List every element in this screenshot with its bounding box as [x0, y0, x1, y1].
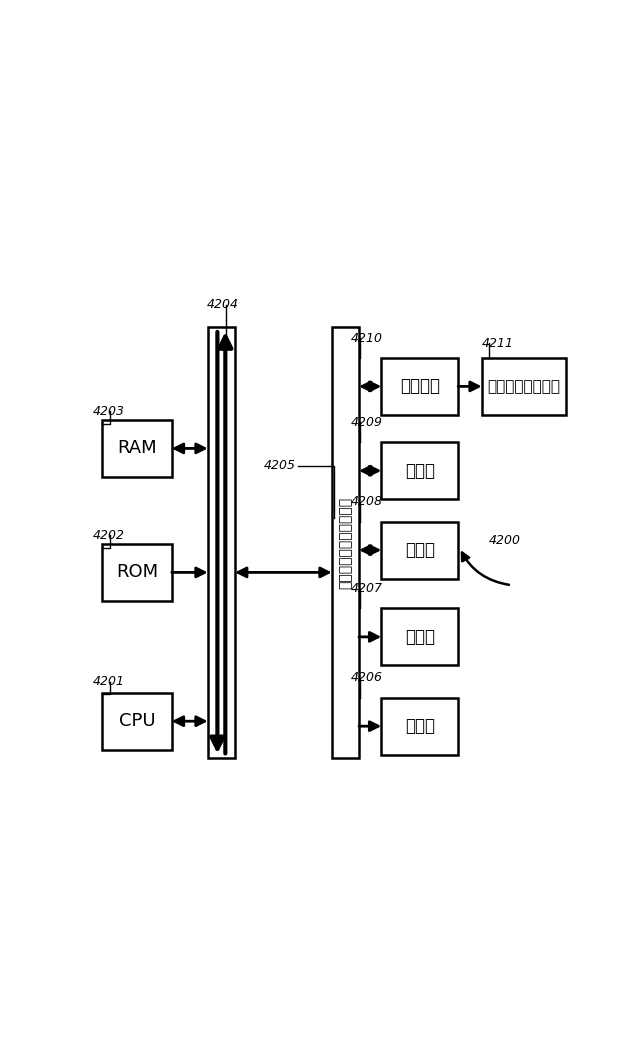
Text: 4203: 4203	[92, 404, 124, 418]
Text: 4210: 4210	[350, 332, 382, 344]
Text: 4201: 4201	[92, 675, 124, 688]
Text: ROM: ROM	[116, 564, 158, 582]
Text: 入力部: 入力部	[404, 717, 435, 735]
Text: 記憶部: 記憶部	[404, 541, 435, 559]
Text: 4208: 4208	[350, 496, 382, 508]
Bar	[381, 608, 458, 666]
Text: 4202: 4202	[92, 529, 124, 542]
Text: 4205: 4205	[264, 459, 296, 473]
Text: 入出力インターフェース: 入出力インターフェース	[339, 497, 353, 589]
Text: 4204: 4204	[207, 298, 239, 311]
Text: RAM: RAM	[117, 439, 157, 458]
Text: 4207: 4207	[350, 582, 382, 595]
Bar	[381, 522, 458, 579]
Text: リムーバブル媒体: リムーバブル媒体	[488, 379, 561, 394]
Bar	[381, 697, 458, 755]
Text: 4200: 4200	[489, 533, 521, 547]
Bar	[381, 442, 458, 499]
Text: 4211: 4211	[482, 336, 514, 350]
Bar	[102, 693, 172, 750]
Text: ドライブ: ドライブ	[400, 377, 440, 396]
Text: 4209: 4209	[350, 416, 382, 428]
Bar	[332, 327, 359, 758]
Text: CPU: CPU	[119, 712, 156, 730]
Text: 出力部: 出力部	[404, 628, 435, 646]
Bar	[381, 358, 458, 415]
Bar	[102, 544, 172, 601]
Bar	[208, 327, 235, 758]
Bar	[482, 358, 566, 415]
Text: 通信部: 通信部	[404, 462, 435, 480]
Text: 4206: 4206	[350, 671, 382, 685]
Bar	[102, 420, 172, 477]
